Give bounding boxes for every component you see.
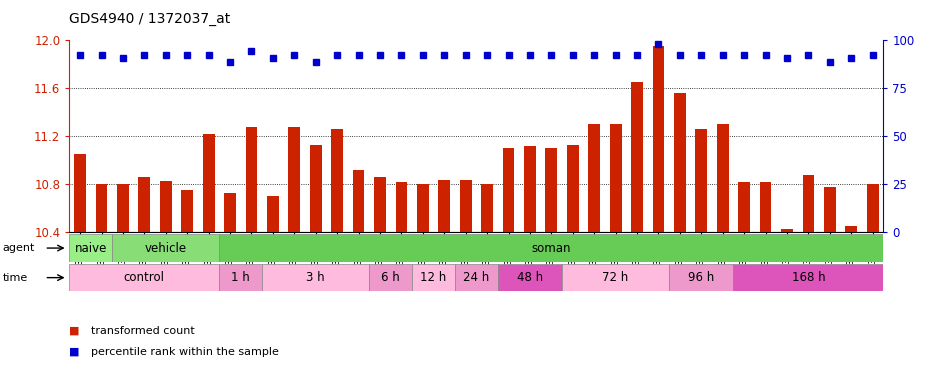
Text: 1 h: 1 h [231,271,250,284]
Bar [717,124,729,232]
Bar [181,190,193,232]
Bar [74,154,86,232]
Bar [203,134,215,232]
Bar [696,129,708,232]
Bar [219,264,262,291]
Bar [139,177,150,232]
Bar [781,229,793,232]
Bar [69,232,883,292]
Text: GDS4940 / 1372037_at: GDS4940 / 1372037_at [69,12,230,25]
Bar [267,196,278,232]
Bar [224,193,236,232]
Bar [610,124,622,232]
Bar [95,184,107,232]
Text: agent: agent [3,243,35,253]
Text: transformed count: transformed count [91,326,194,336]
Text: 168 h: 168 h [792,271,825,284]
Text: 12 h: 12 h [420,271,447,284]
Bar [631,82,643,232]
Bar [69,264,219,291]
Bar [738,182,750,232]
Text: 72 h: 72 h [602,271,629,284]
Text: 48 h: 48 h [517,271,543,284]
Bar [652,46,664,232]
Bar [588,124,600,232]
Bar [352,170,364,232]
Bar [803,175,814,232]
Bar [69,234,112,262]
Bar [867,184,879,232]
Bar [669,264,734,291]
Text: time: time [3,273,28,283]
Bar [112,234,219,262]
Bar [438,180,450,232]
Bar [674,93,685,232]
Bar [546,148,557,232]
Bar [460,180,472,232]
Text: control: control [124,271,165,284]
Bar [117,184,129,232]
Bar [396,182,407,232]
Bar [289,127,301,232]
Text: ■: ■ [69,347,80,357]
Bar [498,264,562,291]
Bar [219,234,883,262]
Bar [262,264,369,291]
Bar [824,187,835,232]
Bar [455,264,498,291]
Bar [562,264,669,291]
Bar [369,264,413,291]
Text: soman: soman [532,242,571,255]
Text: 3 h: 3 h [306,271,325,284]
Bar [759,182,771,232]
Bar [481,184,493,232]
Bar [734,264,883,291]
Text: ■: ■ [69,326,80,336]
Text: 6 h: 6 h [381,271,401,284]
Text: naive: naive [75,242,107,255]
Bar [310,145,322,232]
Bar [413,264,455,291]
Text: 24 h: 24 h [463,271,489,284]
Text: vehicle: vehicle [144,242,187,255]
Bar [245,127,257,232]
Bar [524,146,536,232]
Bar [845,226,857,232]
Text: percentile rank within the sample: percentile rank within the sample [91,347,278,357]
Bar [567,145,579,232]
Text: 96 h: 96 h [688,271,714,284]
Bar [502,148,514,232]
Bar [331,129,343,232]
Bar [374,177,386,232]
Bar [160,181,172,232]
Bar [417,184,428,232]
